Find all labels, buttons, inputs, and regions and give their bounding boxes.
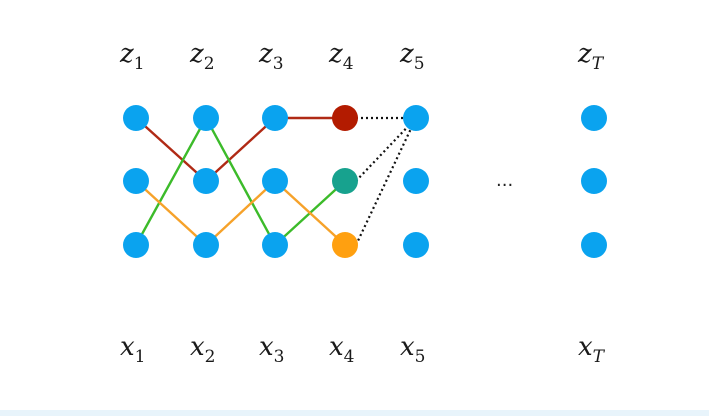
x-label-2: x2: [190, 332, 216, 367]
node-2-3: [193, 232, 219, 258]
x-label-1: x1: [120, 332, 146, 367]
node-5-1: [403, 105, 429, 131]
nodes-layer: [123, 105, 607, 258]
node-T-2: [581, 168, 607, 194]
node-3-3: [262, 232, 288, 258]
node-1-3: [123, 232, 149, 258]
node-4-1: [332, 105, 358, 131]
z-label-5: z5: [399, 39, 425, 74]
node-4-2: [332, 168, 358, 194]
dotted-edges-layer: [355, 114, 417, 246]
z-label-1: z1: [119, 39, 145, 74]
paths-layer: [134, 115, 346, 247]
node-3-2: [262, 168, 288, 194]
z-label-2: z2: [189, 39, 215, 74]
z-label-T: zT: [577, 39, 605, 74]
node-5-3: [403, 232, 429, 258]
dotted-edge: [355, 118, 416, 182]
labels-layer: z1 z2 z3 z4 z5 zT x1 x2 x3 x4 x5 xT: [119, 39, 606, 367]
ellipsis: ...: [496, 170, 513, 191]
bottom-rule: [0, 410, 709, 416]
x-label-T: xT: [578, 332, 606, 367]
path-orange: [135, 179, 346, 247]
z-label-4: z4: [328, 39, 354, 74]
path-red: [135, 116, 345, 183]
node-1-1: [123, 105, 149, 131]
dotted-edge: [355, 118, 417, 246]
z-label-3: z3: [258, 39, 284, 74]
node-T-3: [581, 232, 607, 258]
x-label-4: x4: [329, 332, 355, 367]
path-green: [134, 115, 346, 247]
node-3-1: [262, 105, 288, 131]
node-T-1: [581, 105, 607, 131]
node-5-2: [403, 168, 429, 194]
node-2-1: [193, 105, 219, 131]
x-label-5: x5: [400, 332, 426, 367]
x-label-3: x3: [259, 332, 285, 367]
node-4-3: [332, 232, 358, 258]
node-2-2: [193, 168, 219, 194]
node-1-2: [123, 168, 149, 194]
